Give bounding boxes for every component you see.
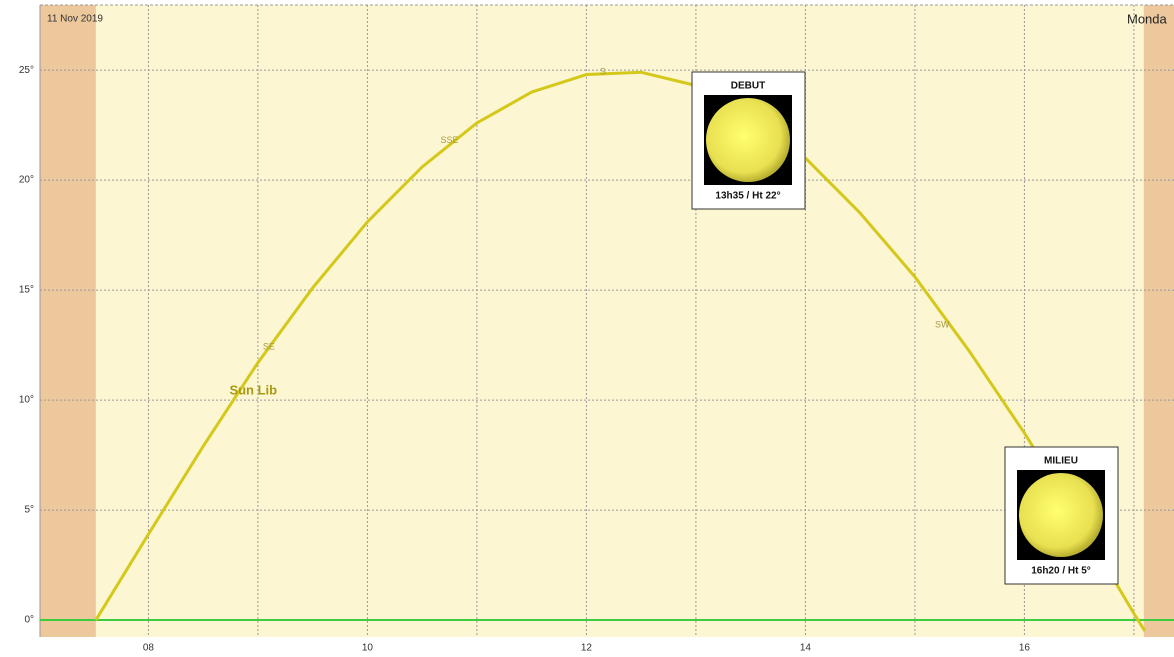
callout: MILIEU 16h20 / Ht 5° — [1005, 447, 1118, 584]
sun-image — [706, 98, 790, 182]
series-label: Sun Lib — [229, 383, 277, 398]
callout-title: MILIEU — [1044, 456, 1078, 467]
sun-image — [1019, 473, 1103, 557]
chart: 11 Nov 2019 Monda 0° 5° 10° 15° 20° 25° 08 10 12… — [0, 0, 1174, 657]
y-tick-label: 20° — [19, 175, 34, 186]
callout-caption: 13h35 / Ht 22° — [715, 191, 780, 202]
x-tick-label: 14 — [800, 643, 812, 654]
day-area — [40, 5, 1174, 637]
direction-label: SE — [263, 342, 275, 352]
day-label: Monda — [1127, 11, 1168, 26]
date-label: 11 Nov 2019 — [47, 14, 103, 25]
y-tick-label: 0° — [24, 615, 34, 626]
y-tick-label: 15° — [19, 285, 34, 296]
y-tick-label: 25° — [19, 65, 34, 76]
callout-title: DEBUT — [731, 81, 765, 92]
y-tick-label: 5° — [24, 505, 34, 516]
night-area — [1144, 5, 1174, 637]
y-tick-label: 10° — [19, 395, 34, 406]
x-tick-label: 12 — [581, 643, 593, 654]
direction-label: SSE — [441, 135, 459, 145]
x-tick-label: 16 — [1019, 643, 1031, 654]
x-tick-label: 10 — [362, 643, 374, 654]
direction-label: SW — [935, 320, 950, 330]
callout-caption: 16h20 / Ht 5° — [1031, 566, 1091, 577]
direction-label: S — [600, 67, 606, 77]
x-tick-label: 08 — [143, 643, 155, 654]
plot-background — [40, 5, 1174, 637]
callout: DEBUT 13h35 / Ht 22° — [692, 72, 805, 209]
night-area — [40, 5, 96, 637]
